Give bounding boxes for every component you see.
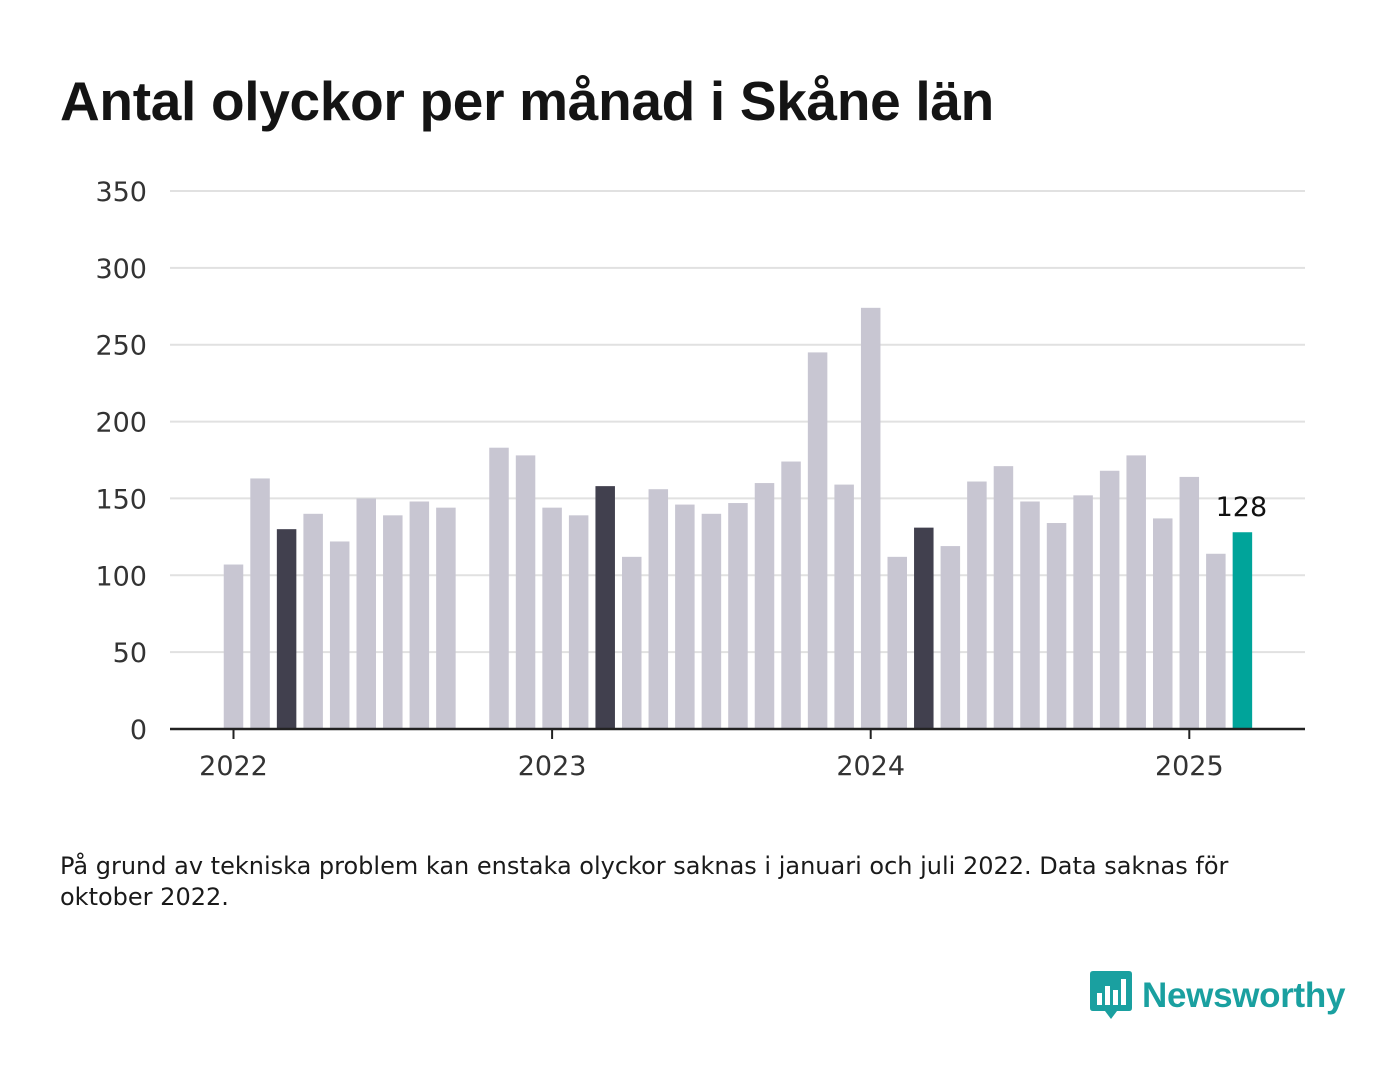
y-axis-ticks: 0 50 100 150 200 250 300 350: [95, 177, 147, 746]
bar-2024-09: [1073, 495, 1093, 729]
bar-2025-03: [1232, 532, 1253, 729]
bar-2023-11: [807, 352, 828, 729]
y-tick-label: 200: [95, 408, 147, 439]
y-tick-label: 350: [95, 177, 147, 208]
bar-2022-11: [489, 447, 509, 729]
bar-2023-12: [834, 484, 854, 729]
bar-2025-01: [1179, 476, 1200, 729]
bar-2023-10: [781, 461, 801, 729]
bar-2024-01: [860, 307, 881, 729]
bar-2025-02: [1206, 553, 1226, 729]
bar-2024-03: [914, 527, 934, 729]
bar-2023-07: [701, 513, 722, 729]
bar-2022-01: [223, 564, 244, 729]
bar-2023-03: [595, 486, 615, 729]
bar-2022-08: [409, 501, 430, 729]
bars: [223, 307, 1253, 729]
bar-chart: 0 50 100 150 200 250 300 350 2022 2023 2024 2025 1…: [95, 177, 1305, 782]
bar-2022-07: [383, 515, 403, 729]
newsworthy-logo-icon: [1090, 971, 1132, 1019]
bar-2024-02: [887, 556, 907, 729]
brand-logo[interactable]: Newsworthy: [1090, 970, 1345, 1022]
bar-2023-05: [648, 489, 669, 729]
bar-2024-06: [993, 466, 1014, 729]
bar-2024-07: [1020, 501, 1040, 729]
bar-2024-12: [1153, 518, 1173, 729]
y-tick-label: 300: [95, 254, 147, 285]
bar-2022-09: [436, 507, 456, 729]
x-tick-label: 2023: [518, 751, 587, 782]
y-tick-label: 0: [130, 715, 147, 746]
bar-2023-06: [675, 504, 695, 729]
y-tick-label: 150: [95, 484, 147, 515]
bar-2022-04: [303, 513, 323, 729]
y-tick-label: 250: [95, 331, 147, 362]
bar-2022-05: [329, 541, 350, 729]
bar-2024-05: [967, 481, 987, 729]
bar-2023-09: [754, 483, 775, 729]
data-labels: 128: [1216, 492, 1268, 523]
page-title: Antal olyckor per månad i Skåne län: [60, 70, 994, 132]
footnote: På grund av tekniska problem kan enstaka…: [60, 852, 1229, 911]
data-label-latest: 128: [1216, 492, 1268, 523]
bar-2022-03: [276, 529, 297, 729]
x-axis-ticks: 2022 2023 2024 2025: [199, 729, 1224, 782]
bar-2024-11: [1126, 455, 1146, 729]
bar-2024-08: [1046, 523, 1067, 729]
x-tick-label: 2024: [836, 751, 905, 782]
x-tick-label: 2025: [1155, 751, 1224, 782]
bar-2023-04: [622, 556, 642, 729]
brand-name: Newsworthy: [1142, 976, 1346, 1015]
x-tick-label: 2022: [199, 751, 268, 782]
bar-2023-08: [728, 503, 748, 729]
bar-2022-06: [356, 498, 376, 729]
bar-2023-02: [568, 515, 589, 729]
bar-2022-02: [250, 478, 270, 729]
y-tick-label: 50: [113, 638, 147, 669]
bar-2022-12: [515, 455, 536, 729]
bar-2024-04: [940, 546, 961, 729]
bar-2024-10: [1099, 470, 1120, 729]
y-tick-label: 100: [95, 561, 147, 592]
bar-2023-01: [542, 507, 562, 729]
